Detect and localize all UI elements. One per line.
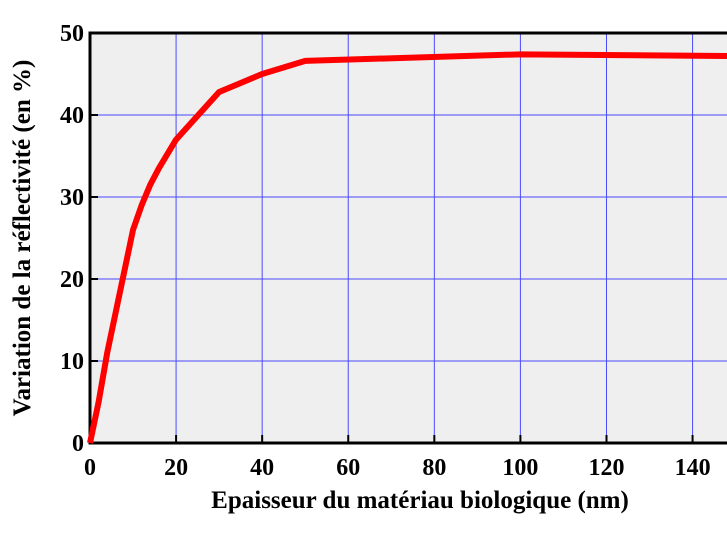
y-tick-label: 0 (72, 431, 84, 457)
x-tick-label: 140 (675, 455, 711, 481)
x-tick-label: 100 (502, 455, 538, 481)
x-tick-label: 120 (588, 455, 624, 481)
y-tick-label: 30 (60, 185, 84, 211)
x-tick-label: 60 (336, 455, 360, 481)
y-tick-label: 20 (60, 267, 84, 293)
x-tick-label: 0 (84, 455, 96, 481)
y-axis-label: Variation de la réflectivité (en %) (9, 60, 36, 417)
y-tick-label: 10 (60, 349, 84, 375)
x-tick-label: 20 (164, 455, 188, 481)
y-tick-label: 50 (60, 21, 84, 47)
y-tick-label: 40 (60, 103, 84, 129)
x-tick-label: 40 (250, 455, 274, 481)
x-tick-label: 80 (422, 455, 446, 481)
data-line (87, 51, 727, 444)
plot-area (90, 33, 727, 443)
plot-frame (88, 31, 727, 445)
x-axis-label: Epaisseur du matériau biologique (nm) (211, 487, 629, 514)
